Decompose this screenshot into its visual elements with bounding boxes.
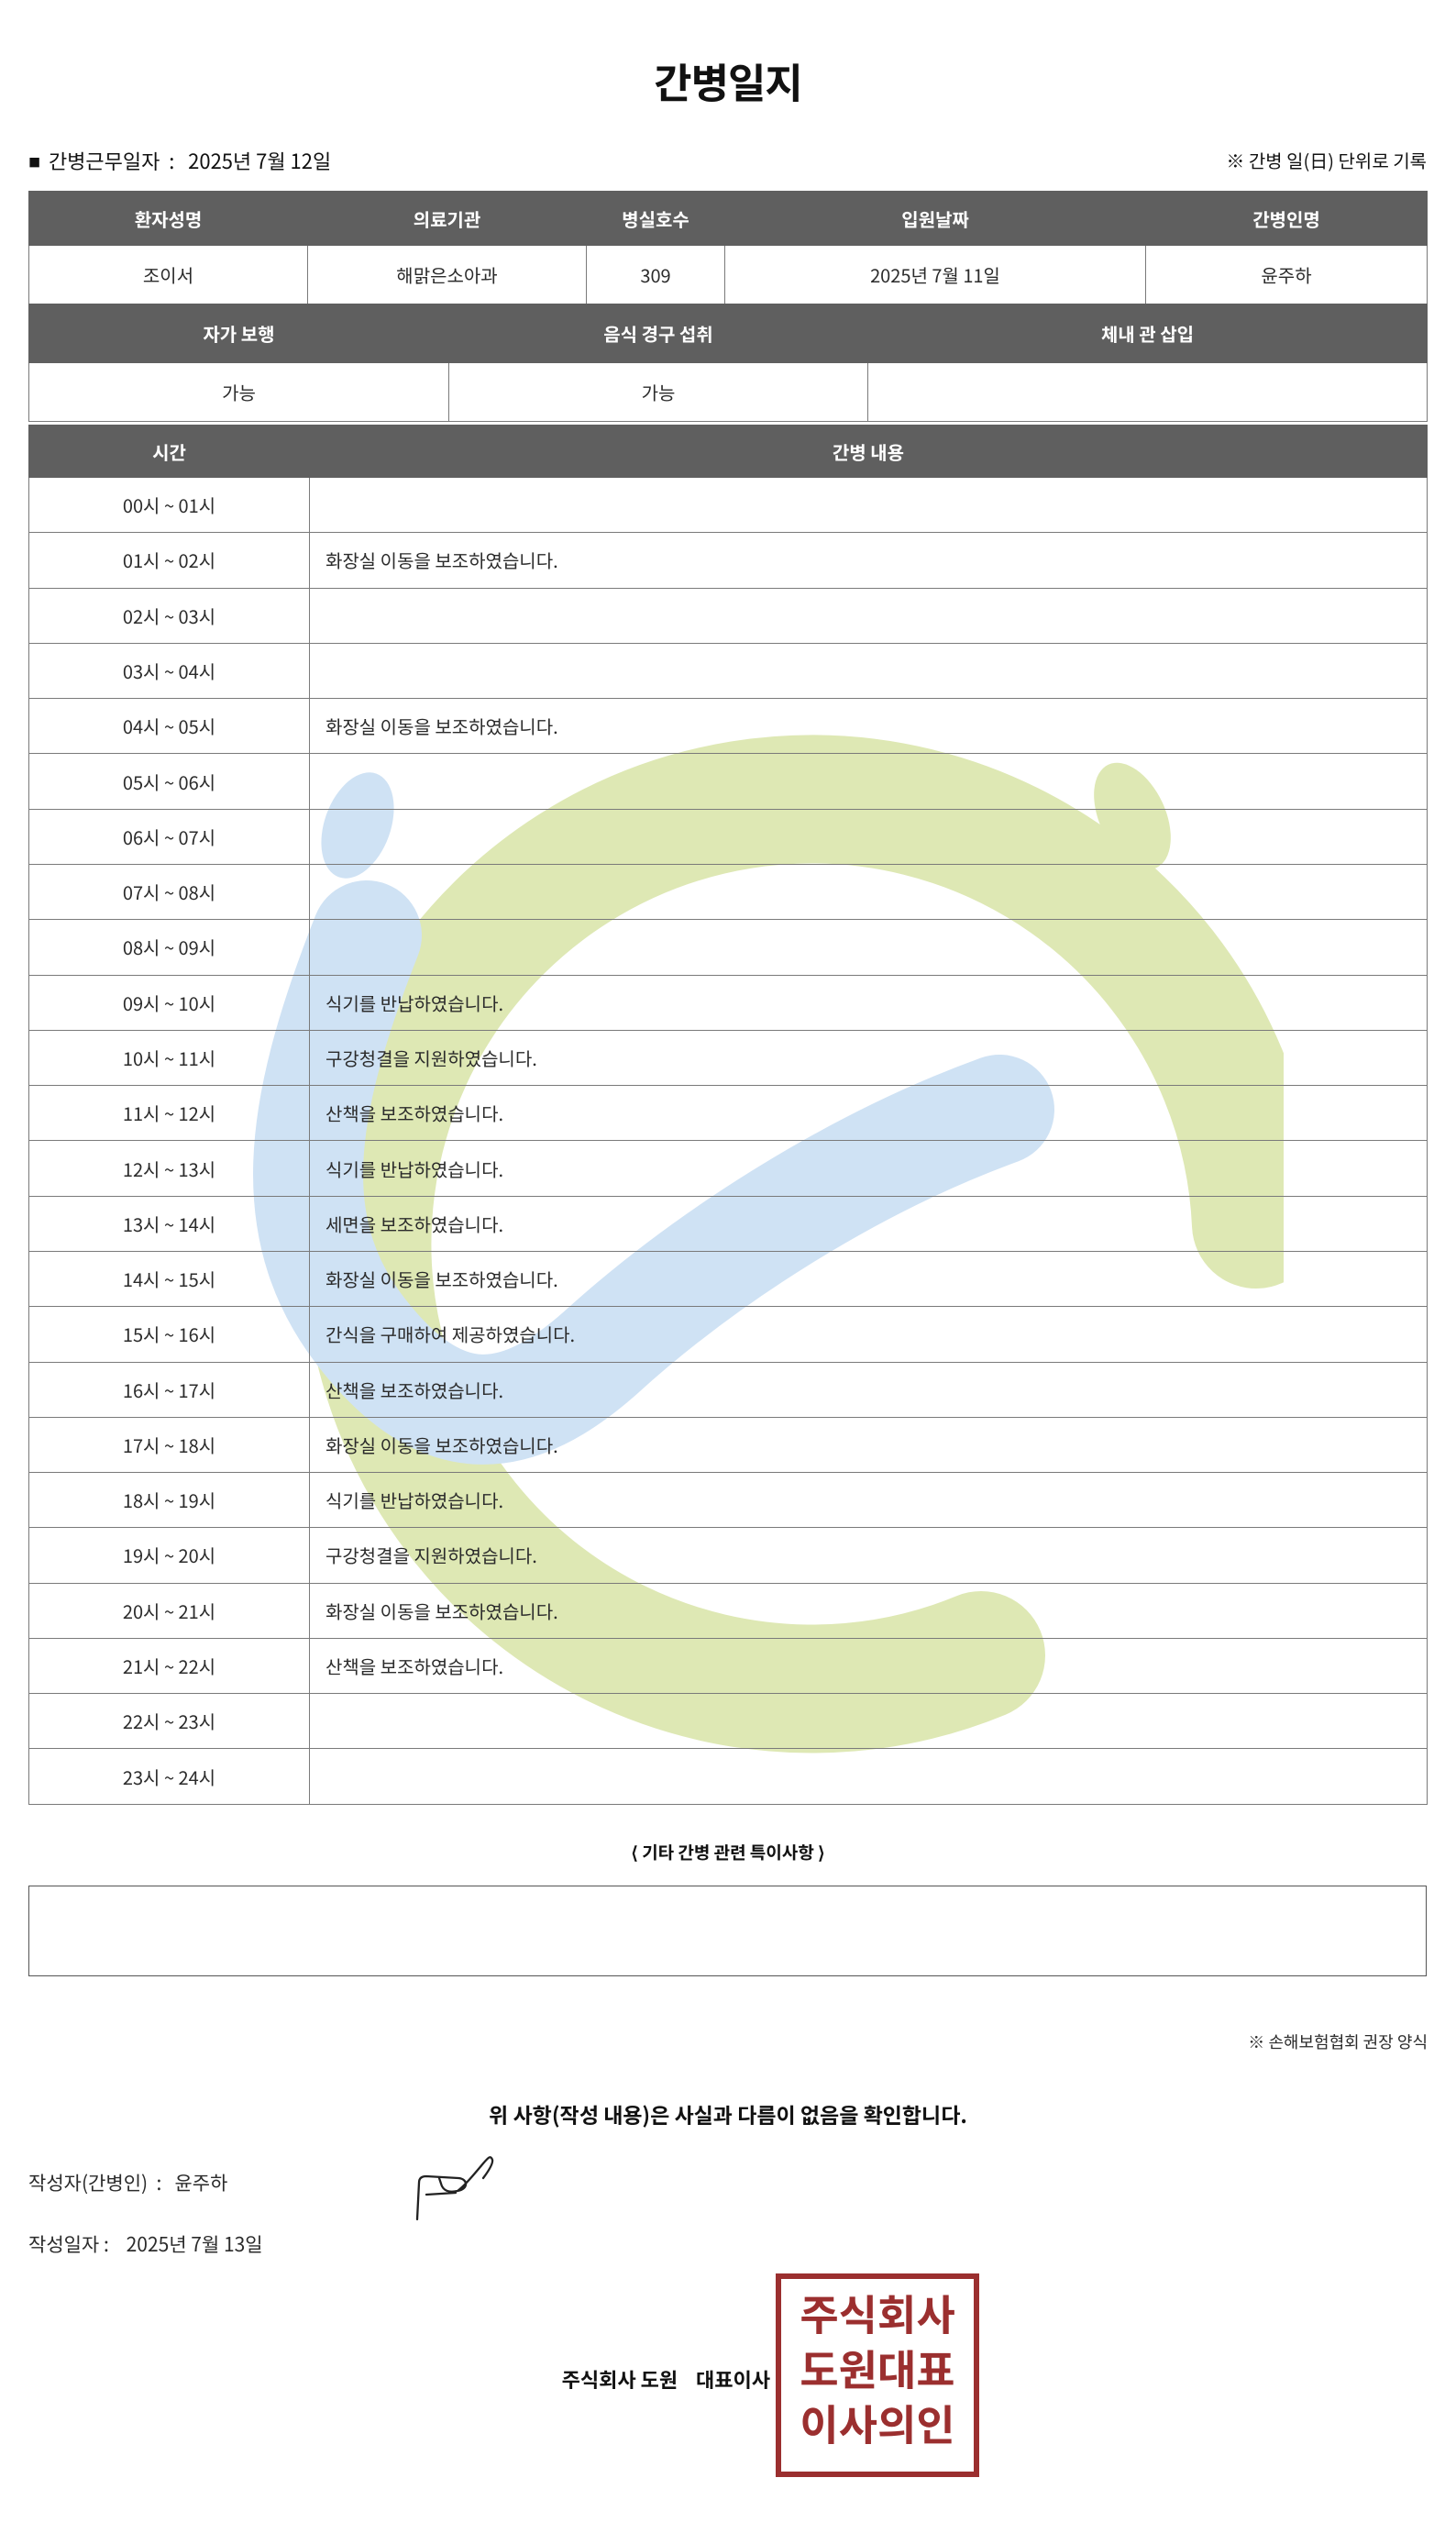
svg-text:주식회사: 주식회사	[800, 2283, 954, 2343]
svg-text:이사의인: 이사의인	[800, 2393, 954, 2453]
svg-text:도원대표: 도원대표	[800, 2338, 954, 2398]
